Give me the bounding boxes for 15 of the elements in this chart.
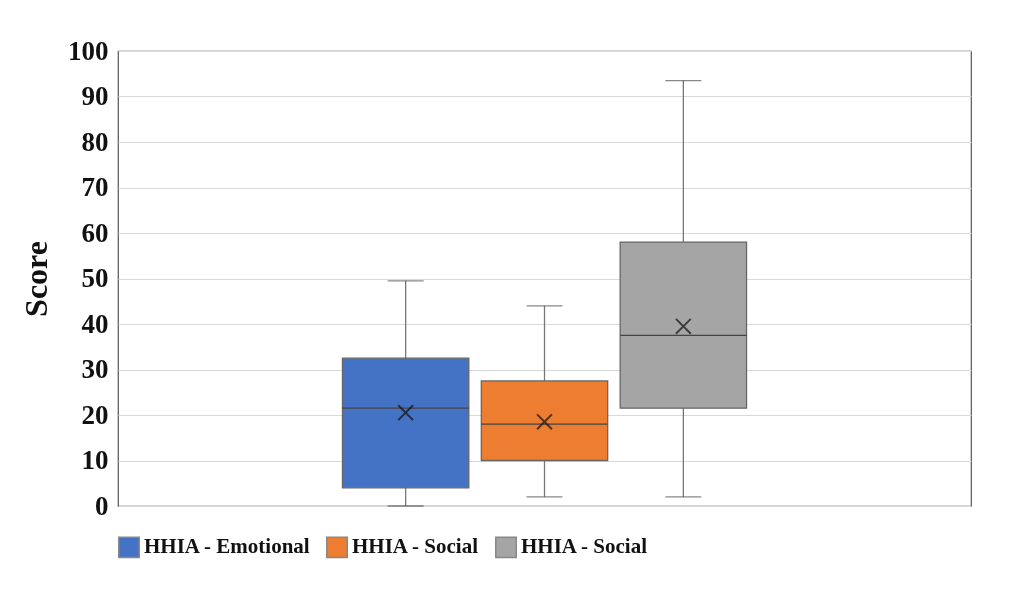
y-tick-label: 40 xyxy=(81,308,109,339)
y-tick-label: 30 xyxy=(81,354,109,384)
y-tick-label: 80 xyxy=(81,126,109,157)
legend-label: HHIA - Social xyxy=(352,534,479,559)
y-tick-label: 10 xyxy=(81,445,109,475)
legend-label: HHIA - Emotional xyxy=(144,534,310,559)
y-tick-label: 90 xyxy=(81,81,109,111)
y-axis-title: Score xyxy=(18,241,54,317)
y-tick-label: 70 xyxy=(81,172,109,202)
y-tick-label: 0 xyxy=(95,490,109,521)
y-tick-label: 60 xyxy=(81,217,109,248)
legend-label: HHIA - Social xyxy=(521,534,648,559)
y-tick-label: 50 xyxy=(81,263,109,293)
y-tick-label: 100 xyxy=(68,35,109,66)
y-tick-label: 20 xyxy=(81,399,109,430)
